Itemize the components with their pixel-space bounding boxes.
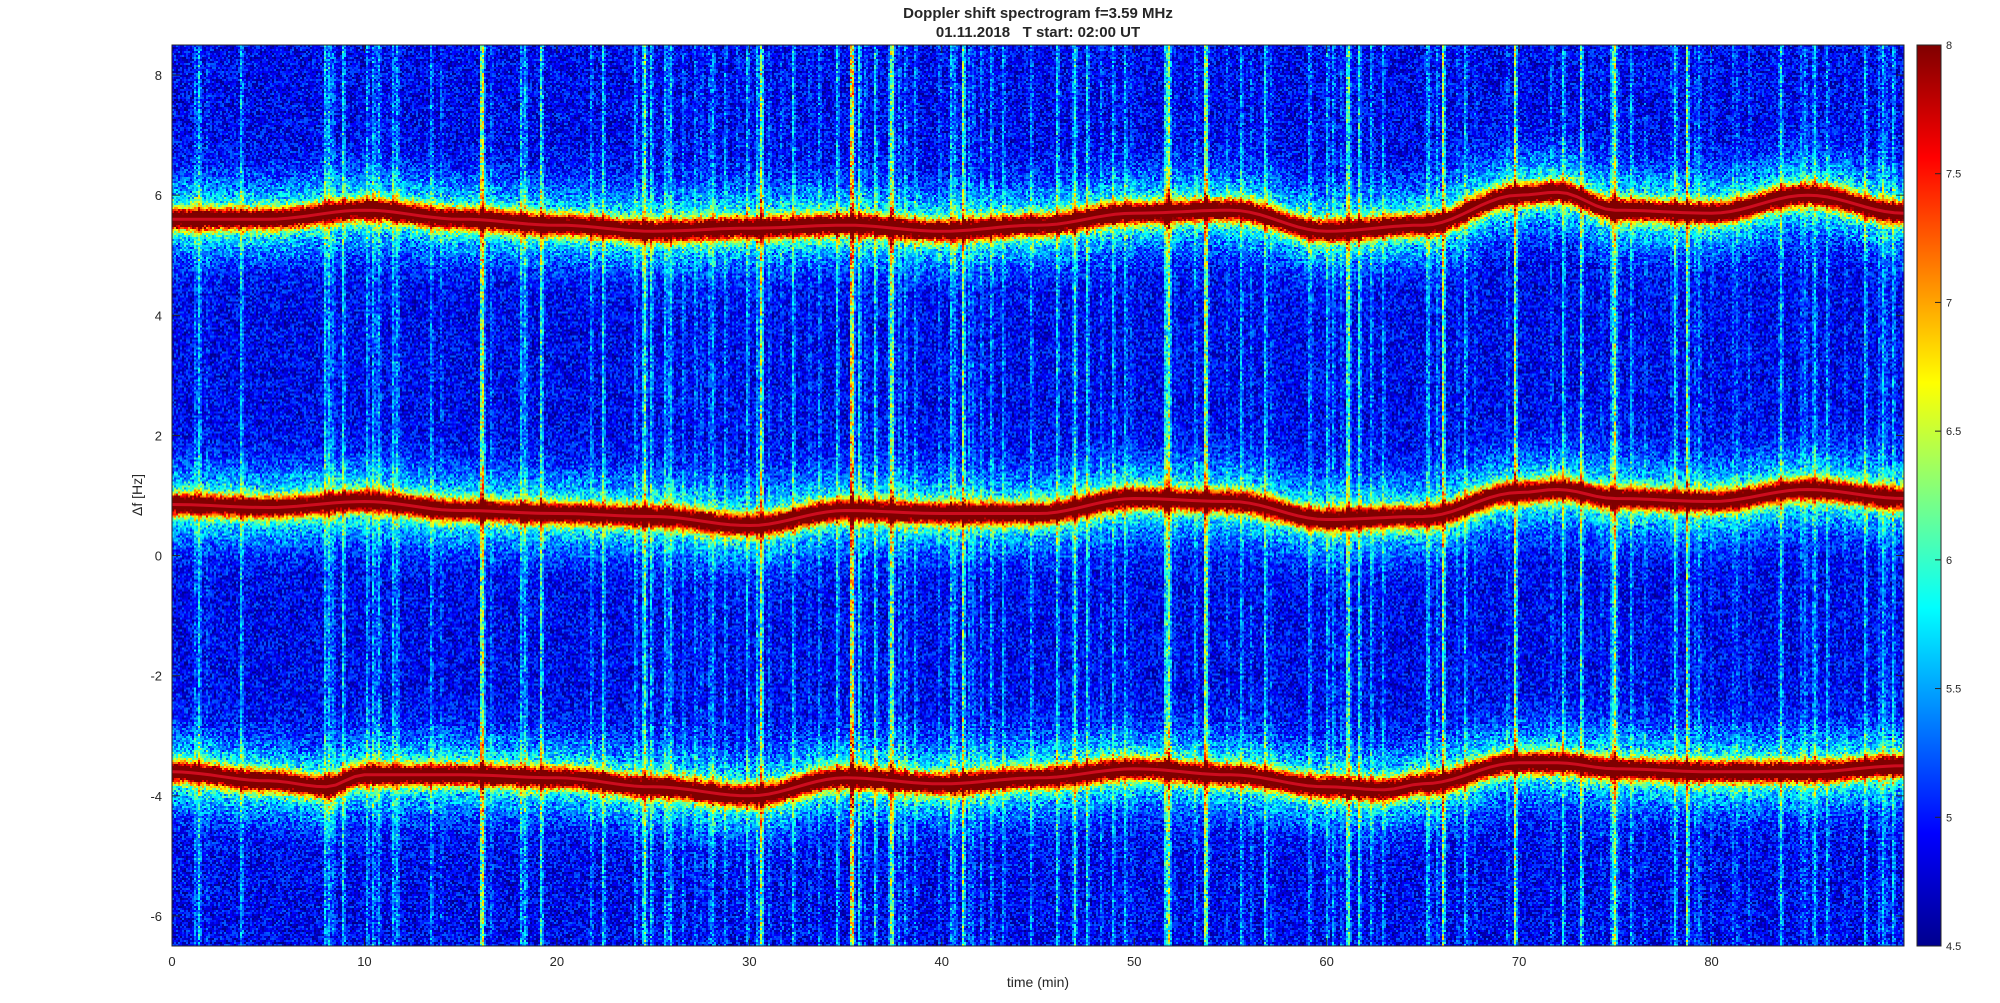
colorbar-tick-label: 5.5 — [1946, 684, 1961, 696]
x-tick-label: 50 — [1127, 954, 1141, 969]
y-tick-label: 6 — [155, 188, 162, 203]
y-tick-label: 4 — [155, 308, 162, 323]
y-tick-label: 8 — [155, 68, 162, 83]
chart-title: Doppler shift spectrogram f=3.59 MHz — [903, 5, 1173, 22]
doppler-trace-3 — [172, 761, 1904, 798]
y-axis-label: Δf [Hz] — [129, 474, 145, 516]
y-axis: -6 -4 -2 0 2 4 6 8 — [150, 68, 1904, 924]
doppler-trace-2 — [172, 487, 1904, 528]
x-tick-label: 80 — [1704, 954, 1718, 969]
y-tick-label: 2 — [155, 428, 162, 443]
colorbar-gradient — [1916, 44, 1942, 947]
colorbar-ticks: 4.5 5 5.5 6 6.5 7 7.5 8 — [1935, 40, 1961, 953]
y-tick-label: -2 — [150, 669, 162, 684]
plot-frame — [171, 44, 1905, 947]
x-tick-label: 60 — [1319, 954, 1333, 969]
x-axis: 0 10 20 30 40 50 60 70 80 — [168, 45, 1719, 969]
y-tick-label: -6 — [150, 909, 162, 924]
colorbar-tick-label: 7.5 — [1946, 169, 1961, 181]
colorbar-tick-label: 6 — [1946, 555, 1952, 567]
x-tick-label: 30 — [742, 954, 756, 969]
plot-area — [171, 44, 1905, 947]
x-tick-label: 10 — [357, 954, 371, 969]
colorbar-tick-label: 6.5 — [1946, 426, 1961, 438]
doppler-trace-1 — [172, 190, 1904, 233]
y-tick-label: -4 — [150, 789, 162, 804]
x-tick-label: 0 — [168, 954, 175, 969]
chart-subtitle: 01.11.2018 T start: 02:00 UT — [936, 24, 1140, 41]
colorbar-tick-label: 4.5 — [1946, 941, 1961, 953]
x-tick-label: 40 — [935, 954, 949, 969]
x-tick-label: 70 — [1512, 954, 1526, 969]
colorbar-tick-label: 8 — [1946, 40, 1952, 52]
colorbar: 4.5 5 5.5 6 6.5 7 7.5 8 — [1916, 40, 1961, 953]
x-axis-label: time (min) — [1007, 974, 1069, 990]
colorbar-tick-label: 5 — [1946, 812, 1952, 824]
y-tick-label: 0 — [155, 549, 162, 564]
doppler-traces — [172, 190, 1904, 798]
colorbar-tick-label: 7 — [1946, 297, 1952, 309]
x-tick-label: 20 — [550, 954, 564, 969]
spectrogram-heatmap — [172, 45, 1904, 946]
